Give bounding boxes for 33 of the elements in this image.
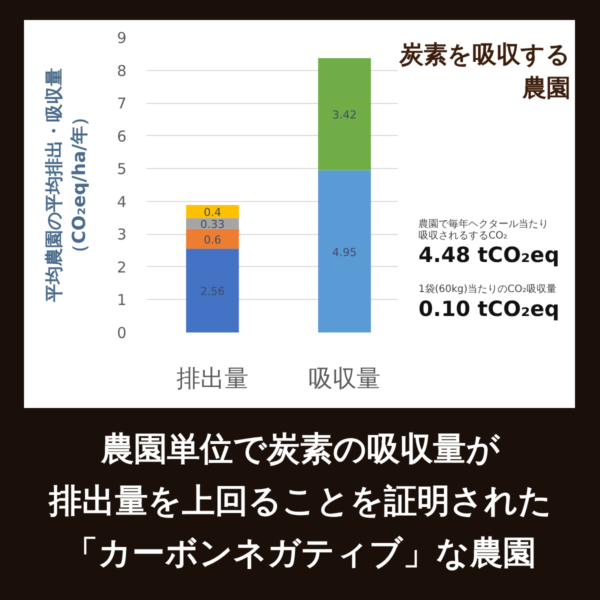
data-label: 0.33 (200, 218, 225, 232)
data-label: 4.95 (332, 246, 357, 259)
bar (318, 170, 371, 332)
y-tick-label: 2 (116, 258, 127, 276)
bar (318, 58, 371, 170)
y-tick-label: 3 (116, 226, 127, 244)
text: 1袋(60kg)当たりのCO₂吸収量 (418, 282, 556, 295)
y-tick-label: 7 (116, 94, 127, 113)
text: 炭素を吸収する農園 (398, 40, 570, 102)
bar (186, 228, 239, 249)
text: 「カーボンネガティブ」な農園 (65, 533, 536, 572)
x-tick-label: 吸収量 (308, 364, 380, 392)
text: 排出量を上回ることを証明された (48, 481, 552, 520)
y-tick-label: 5 (116, 160, 127, 178)
y-tick-label: 8 (116, 62, 127, 80)
y-tick-label: 0 (116, 324, 127, 342)
text: 吸収されるするCO₂ (418, 230, 508, 242)
y-tick-label: 9 (116, 29, 127, 47)
data-label: 0.6 (204, 233, 222, 246)
bar (186, 248, 239, 332)
data-label: 0.4 (204, 206, 222, 220)
data-label: 2.56 (200, 285, 225, 298)
x-tick-label: 排出量 (176, 364, 248, 392)
text: 農園で毎年ヘクタール当たり (418, 218, 548, 230)
y-tick-label: 4 (116, 192, 127, 211)
text: 農園単位で炭素の吸収量が (100, 429, 501, 468)
y-axis-title: 平均農園の平均排出・吸収量（CO₂eq/ha/年） (44, 68, 90, 303)
y-tick-label: 6 (116, 127, 127, 146)
data-label: 3.42 (332, 108, 357, 122)
text: 4.48 tCO₂eq (418, 242, 560, 267)
bar (186, 204, 239, 218)
text: 0.10 tCO₂eq (418, 296, 560, 321)
y-tick-label: 1 (116, 291, 127, 310)
